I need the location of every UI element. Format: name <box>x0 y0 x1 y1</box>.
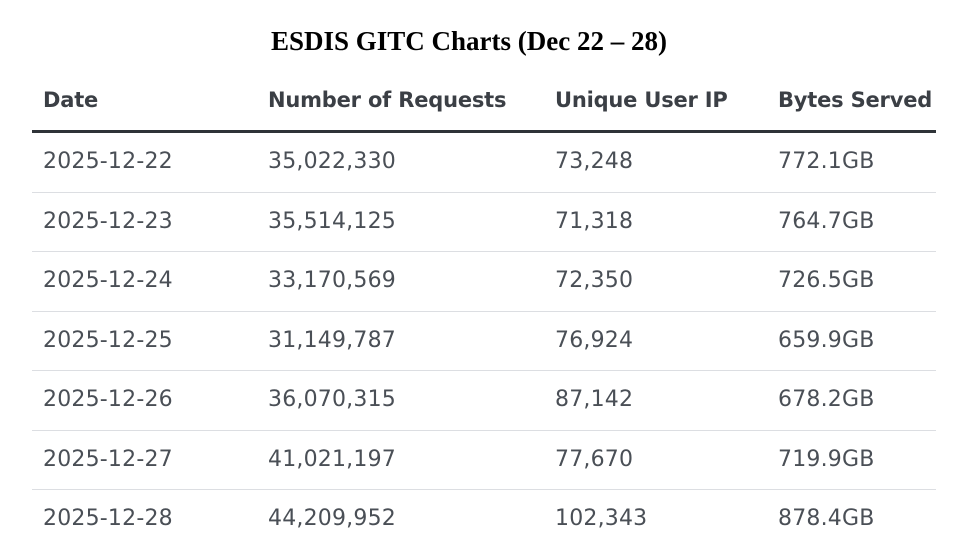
date-cell: 2025-12-27 <box>43 446 173 472</box>
table-row: 2025-12-25 31,149,787 76,924 659.9GB <box>32 312 936 371</box>
chart-title: ESDIS GITC Charts (Dec 22 – 28) <box>270 26 667 56</box>
column-header-date: Date <box>43 88 99 112</box>
requests-cell: 44,209,952 <box>268 506 396 531</box>
unique-ip-cell: 87,142 <box>555 387 634 412</box>
requests-cell: 33,170,569 <box>268 268 396 293</box>
unique-ip-cell: 102,343 <box>555 506 648 531</box>
table-header: Date Number of Requests Unique User IP B… <box>32 70 936 133</box>
date-cell: 2025-12-24 <box>43 268 173 293</box>
bytes-cell: 878.4GB <box>778 506 875 531</box>
date-cell: 2025-12-23 <box>43 208 173 234</box>
unique-ip-cell: 77,670 <box>555 446 634 472</box>
column-header-bytes: Bytes Served <box>778 88 933 112</box>
bytes-cell: 659.9GB <box>778 327 875 353</box>
bytes-cell: 772.1GB <box>778 149 875 174</box>
unique-ip-cell: 72,350 <box>555 268 634 293</box>
column-header-requests: Number of Requests <box>268 88 507 112</box>
bytes-cell: 764.7GB <box>778 208 875 234</box>
table-row: 2025-12-22 35,022,330 73,248 772.1GB <box>32 133 936 193</box>
date-cell: 2025-12-26 <box>43 387 173 412</box>
unique-ip-cell: 71,318 <box>555 208 634 234</box>
table-row: 2025-12-28 44,209,952 102,343 878.4GB <box>32 490 936 549</box>
date-cell: 2025-12-25 <box>43 327 173 353</box>
bytes-cell: 719.9GB <box>778 446 875 472</box>
date-cell: 2025-12-22 <box>43 149 173 174</box>
unique-ip-cell: 76,924 <box>555 327 634 353</box>
column-header-unique-ip: Unique User IP <box>555 88 728 112</box>
requests-cell: 41,021,197 <box>268 446 396 472</box>
bytes-cell: 678.2GB <box>778 387 875 412</box>
requests-cell: 35,514,125 <box>268 208 396 234</box>
requests-cell: 35,022,330 <box>268 149 396 174</box>
requests-cell: 31,149,787 <box>268 327 396 353</box>
date-cell: 2025-12-28 <box>43 506 173 531</box>
table-row: 2025-12-23 35,514,125 71,318 764.7GB <box>32 193 936 252</box>
bytes-cell: 726.5GB <box>778 268 875 293</box>
requests-cell: 36,070,315 <box>268 387 396 412</box>
table-row: 2025-12-27 41,021,197 77,670 719.9GB <box>32 431 936 490</box>
table-row: 2025-12-26 36,070,315 87,142 678.2GB <box>32 371 936 431</box>
data-table: Date Number of Requests Unique User IP B… <box>32 70 936 549</box>
table-row: 2025-12-24 33,170,569 72,350 726.5GB <box>32 252 936 312</box>
unique-ip-cell: 73,248 <box>555 149 634 174</box>
